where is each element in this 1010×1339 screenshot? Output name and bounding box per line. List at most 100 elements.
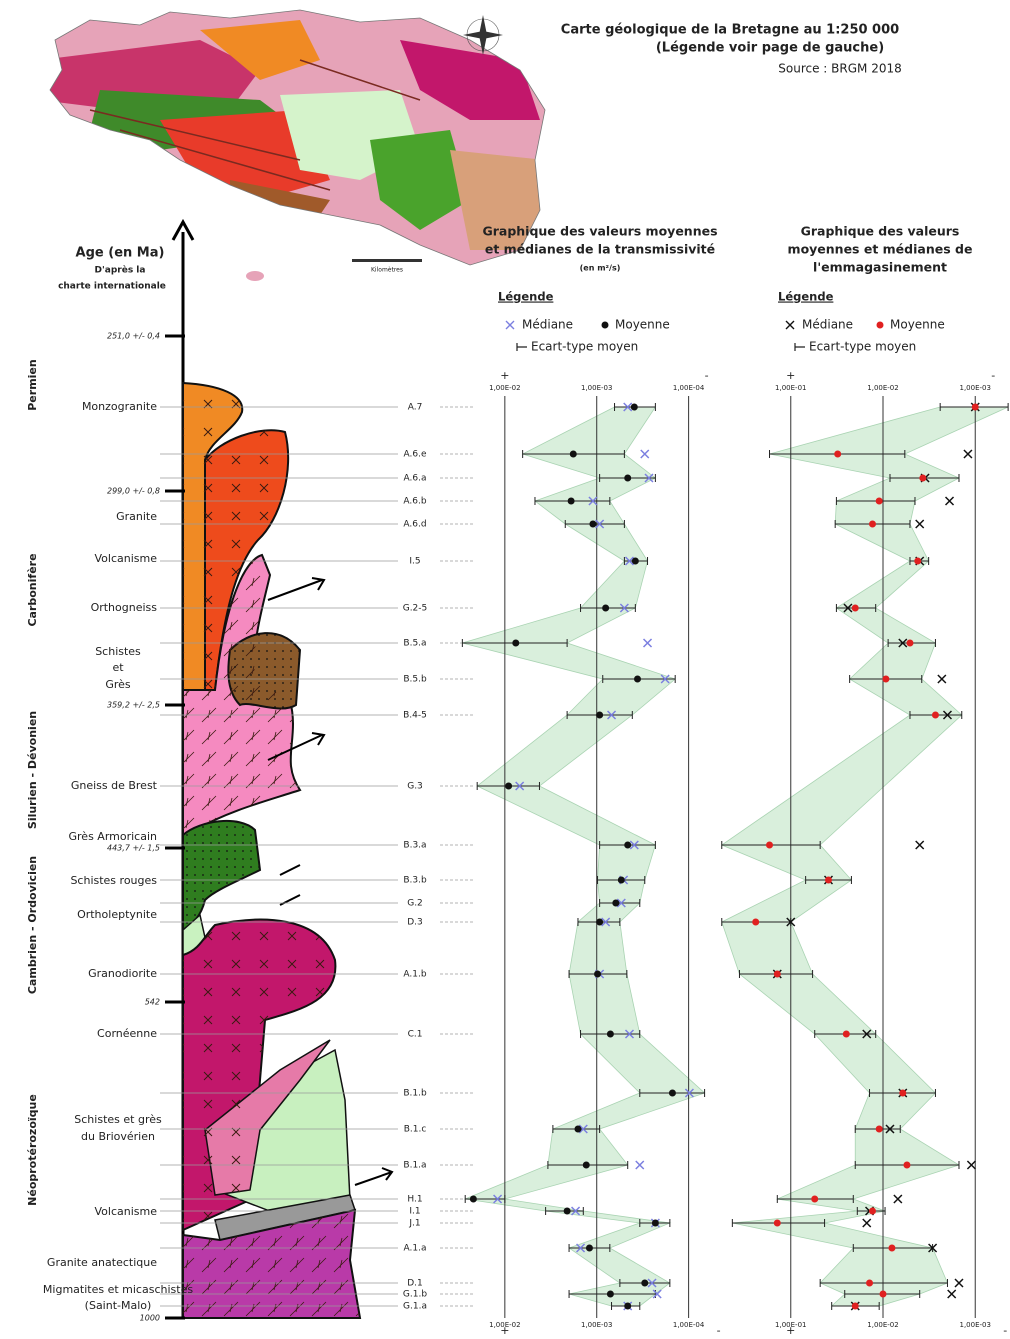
age-axis-subtitle: charte internationale bbox=[58, 282, 166, 292]
map-unit bbox=[370, 130, 470, 230]
less-label: - bbox=[1003, 1324, 1007, 1335]
legend-label: Moyenne bbox=[615, 318, 670, 332]
variability-band bbox=[460, 406, 706, 1307]
median-marker bbox=[942, 710, 953, 720]
x-tick-label: 1,00E-04 bbox=[673, 384, 705, 392]
lithology-label: Orthogneiss bbox=[91, 601, 158, 614]
median-marker bbox=[623, 402, 633, 412]
mean-marker bbox=[842, 1030, 850, 1038]
legend-swatch bbox=[876, 321, 884, 329]
unit-code: G.1.b bbox=[403, 1290, 427, 1300]
mean-marker bbox=[589, 520, 597, 528]
unit-code: I.1 bbox=[409, 1207, 420, 1217]
map-fault bbox=[89, 59, 421, 191]
legend-label: Médiane bbox=[522, 318, 573, 332]
median-marker bbox=[576, 1243, 586, 1253]
x-tick-label: 1,00E-02 bbox=[489, 384, 520, 392]
more-label: + bbox=[786, 369, 795, 382]
mean-marker bbox=[624, 841, 632, 849]
lithology-label: et bbox=[112, 661, 124, 674]
mean-marker bbox=[851, 604, 859, 612]
mean-marker bbox=[766, 841, 774, 849]
mean-marker bbox=[971, 403, 979, 411]
map-outline bbox=[49, 9, 546, 266]
x-tick-label: 1,00E-01 bbox=[775, 1321, 806, 1329]
mean-marker bbox=[512, 639, 520, 647]
median-marker bbox=[619, 603, 629, 613]
mean-marker bbox=[563, 1207, 571, 1215]
age-tick-label: 443,7 +/- 1,5 bbox=[107, 844, 160, 853]
median-marker bbox=[937, 674, 947, 684]
map-unit bbox=[450, 150, 545, 250]
mean-marker bbox=[606, 1290, 614, 1298]
mean-marker bbox=[931, 711, 939, 719]
less-label: - bbox=[705, 369, 709, 382]
x-tick-label: 1,00E-02 bbox=[867, 1321, 898, 1329]
age-tick-label: 542 bbox=[145, 998, 160, 1007]
x-tick-label: 1,00E-02 bbox=[489, 1321, 520, 1329]
gneiss-pattern bbox=[183, 555, 360, 1318]
age-tick-label: 251,0 +/- 0,4 bbox=[107, 332, 160, 341]
age-axis-subtitle: D'après la bbox=[95, 265, 146, 276]
more-label: + bbox=[500, 1324, 509, 1335]
median-marker bbox=[616, 898, 626, 908]
median-marker bbox=[898, 638, 908, 648]
unit-code: A.6.b bbox=[403, 497, 426, 507]
median-marker bbox=[644, 473, 654, 483]
unit-code: A.6.e bbox=[404, 450, 427, 460]
median-marker bbox=[571, 1206, 581, 1216]
lithology-label: Monzogranite bbox=[82, 400, 157, 413]
map-scale-bar bbox=[352, 259, 422, 262]
lithology-label: (Saint-Malo) bbox=[85, 1299, 152, 1312]
unit-code: B.4-5 bbox=[403, 711, 427, 721]
median-marker bbox=[684, 1088, 694, 1098]
period-label: Permien bbox=[26, 359, 39, 410]
x-tick-label: 1,00E-03 bbox=[960, 384, 991, 392]
lithology-label: Gneiss de Brest bbox=[71, 779, 158, 792]
unit-code: D.3 bbox=[407, 918, 423, 928]
legend-swatch bbox=[794, 343, 805, 351]
period-label: Silurien - Dévonien bbox=[26, 711, 39, 829]
mean-marker bbox=[868, 1207, 876, 1215]
median-marker bbox=[893, 1194, 903, 1204]
chart-title: Graphique des valeurs moyennes bbox=[482, 224, 717, 239]
legend-label: Ecart-type moyen bbox=[531, 340, 638, 354]
unit-code: G.3 bbox=[407, 782, 423, 792]
median-marker bbox=[885, 1124, 895, 1134]
lithology-label: Grès bbox=[105, 678, 131, 691]
less-label: - bbox=[991, 369, 995, 382]
unit-code: B.1.a bbox=[403, 1161, 426, 1171]
mean-marker bbox=[612, 899, 620, 907]
median-marker bbox=[595, 519, 605, 529]
mean-marker bbox=[851, 1302, 859, 1310]
chart-title: l'emmagasinement bbox=[813, 260, 947, 275]
subtitle: (Légende voir page de gauche) bbox=[656, 41, 884, 56]
legend-label: Médiane bbox=[802, 318, 853, 332]
median-marker bbox=[947, 1289, 957, 1299]
unit-code: C.1 bbox=[408, 1030, 423, 1040]
period-label: Néoprotérozoïque bbox=[26, 1094, 39, 1206]
mean-marker bbox=[633, 675, 641, 683]
chart-title: Graphique des valeurs bbox=[801, 224, 960, 239]
lithology-label: Volcanisme bbox=[95, 1205, 158, 1218]
geological-map bbox=[50, 10, 545, 265]
legend-title: Légende bbox=[498, 290, 554, 304]
compass bbox=[463, 15, 503, 55]
median-marker bbox=[963, 449, 973, 459]
median-marker bbox=[966, 1160, 976, 1170]
lithology-label: du Briovérien bbox=[81, 1130, 155, 1143]
granite-pattern bbox=[183, 383, 336, 1230]
mean-marker bbox=[469, 1195, 477, 1203]
unit-code: B.3.b bbox=[403, 876, 427, 886]
mean-marker bbox=[574, 1125, 582, 1133]
more-label: + bbox=[786, 1324, 795, 1335]
unit-code: B.1.c bbox=[404, 1125, 427, 1135]
unit-code: B.3.a bbox=[403, 841, 426, 851]
unit-code: J.1 bbox=[408, 1219, 420, 1229]
legend-swatch bbox=[516, 343, 527, 351]
stratigraphic-column bbox=[182, 381, 394, 1319]
chart-title: et médianes de la transmissivité bbox=[485, 242, 715, 257]
